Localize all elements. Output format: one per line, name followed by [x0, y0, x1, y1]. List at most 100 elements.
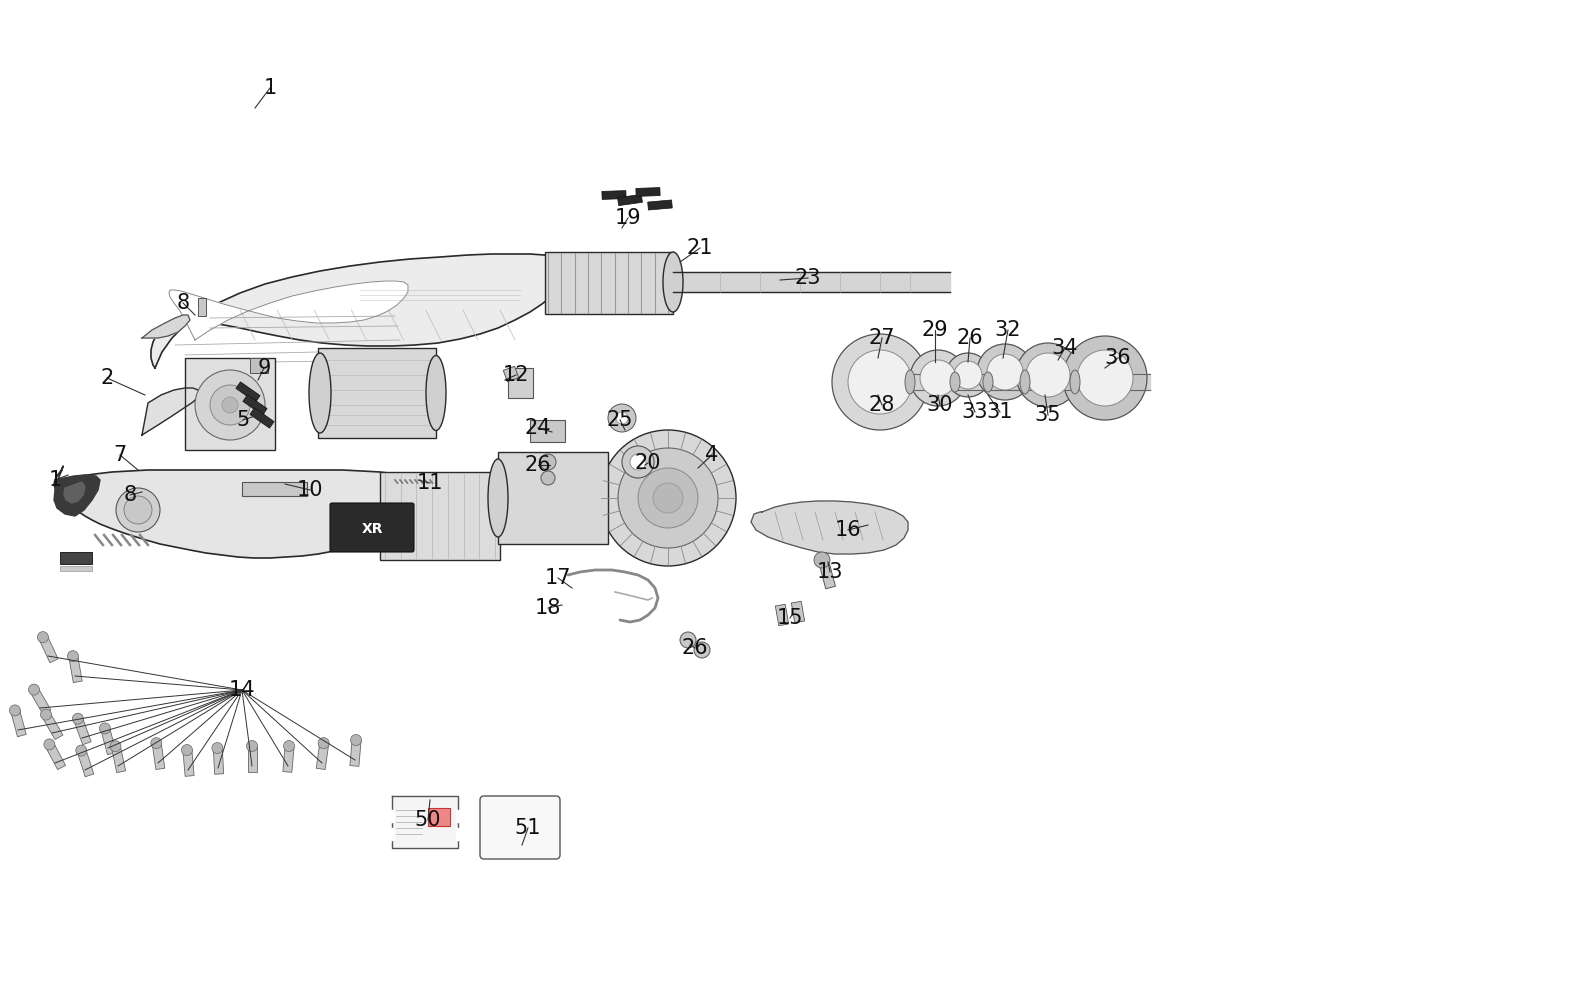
- Bar: [73, 717, 91, 744]
- Text: 20: 20: [634, 453, 661, 473]
- Bar: [30, 687, 51, 715]
- Ellipse shape: [488, 459, 507, 537]
- Circle shape: [976, 344, 1034, 400]
- Circle shape: [607, 404, 636, 432]
- Bar: [242, 482, 307, 496]
- Text: 33: 33: [962, 402, 989, 422]
- Ellipse shape: [905, 370, 914, 394]
- Text: 5: 5: [237, 410, 250, 430]
- Text: 26: 26: [682, 638, 708, 658]
- Polygon shape: [750, 501, 908, 554]
- Circle shape: [541, 454, 556, 470]
- Bar: [792, 601, 805, 623]
- Bar: [316, 742, 329, 769]
- Polygon shape: [64, 482, 84, 503]
- Text: XR: XR: [361, 522, 383, 536]
- Circle shape: [116, 488, 161, 532]
- Polygon shape: [388, 828, 394, 840]
- Bar: [235, 382, 261, 402]
- Circle shape: [10, 705, 21, 716]
- Circle shape: [283, 741, 294, 751]
- Text: 26: 26: [957, 328, 983, 348]
- Circle shape: [987, 354, 1022, 390]
- Circle shape: [29, 684, 40, 695]
- Circle shape: [681, 632, 696, 648]
- Circle shape: [954, 361, 983, 389]
- Circle shape: [196, 370, 266, 440]
- Text: 18: 18: [534, 598, 561, 618]
- Text: 15: 15: [778, 608, 803, 628]
- Bar: [38, 636, 59, 662]
- Text: 36: 36: [1105, 348, 1132, 368]
- Text: 30: 30: [927, 395, 954, 415]
- Text: 1: 1: [264, 78, 277, 98]
- Text: 29: 29: [922, 320, 948, 340]
- FancyBboxPatch shape: [331, 503, 413, 552]
- Circle shape: [622, 446, 653, 478]
- Bar: [545, 252, 673, 314]
- Polygon shape: [142, 315, 189, 338]
- Text: 24: 24: [525, 418, 552, 438]
- Text: 32: 32: [995, 320, 1021, 340]
- Polygon shape: [393, 796, 458, 848]
- Circle shape: [921, 360, 956, 396]
- Bar: [184, 358, 275, 450]
- Circle shape: [151, 738, 162, 748]
- Circle shape: [615, 412, 628, 424]
- Circle shape: [40, 709, 51, 720]
- Ellipse shape: [983, 372, 994, 392]
- Bar: [153, 742, 165, 769]
- Bar: [46, 742, 65, 769]
- Circle shape: [1076, 350, 1134, 406]
- Circle shape: [541, 471, 555, 485]
- Ellipse shape: [308, 353, 331, 433]
- Bar: [350, 740, 361, 766]
- Text: 50: 50: [415, 810, 442, 830]
- Text: 14: 14: [229, 680, 256, 700]
- Bar: [213, 747, 224, 774]
- Bar: [11, 709, 25, 737]
- Polygon shape: [54, 475, 100, 516]
- Bar: [41, 713, 64, 740]
- Bar: [617, 194, 642, 206]
- Bar: [199, 298, 207, 316]
- Bar: [636, 187, 660, 196]
- Bar: [60, 552, 92, 564]
- Ellipse shape: [426, 355, 447, 431]
- Text: 26: 26: [525, 455, 552, 475]
- Bar: [183, 749, 194, 776]
- Text: 21: 21: [687, 238, 714, 258]
- Bar: [318, 348, 436, 438]
- Text: 9: 9: [258, 358, 270, 378]
- Bar: [507, 368, 533, 398]
- Text: 23: 23: [795, 268, 822, 288]
- Circle shape: [67, 650, 78, 661]
- Polygon shape: [142, 388, 200, 435]
- Bar: [380, 472, 499, 560]
- Circle shape: [211, 742, 223, 753]
- Ellipse shape: [1021, 370, 1030, 394]
- Text: 35: 35: [1035, 405, 1061, 425]
- Circle shape: [946, 353, 991, 397]
- Text: 16: 16: [835, 520, 862, 540]
- Bar: [243, 395, 267, 415]
- Circle shape: [638, 468, 698, 528]
- Circle shape: [76, 745, 87, 756]
- Bar: [250, 408, 273, 428]
- Circle shape: [1026, 353, 1070, 397]
- Text: 25: 25: [607, 410, 633, 430]
- Bar: [428, 808, 450, 826]
- Circle shape: [693, 642, 711, 658]
- Text: 11: 11: [417, 473, 444, 493]
- Text: 7: 7: [113, 445, 127, 465]
- FancyBboxPatch shape: [480, 796, 560, 859]
- Circle shape: [210, 385, 250, 425]
- Circle shape: [110, 741, 121, 751]
- Polygon shape: [151, 254, 572, 368]
- Bar: [111, 745, 126, 772]
- Circle shape: [45, 739, 56, 749]
- Ellipse shape: [949, 372, 960, 392]
- Circle shape: [181, 744, 192, 755]
- Circle shape: [73, 713, 83, 725]
- Circle shape: [38, 632, 48, 643]
